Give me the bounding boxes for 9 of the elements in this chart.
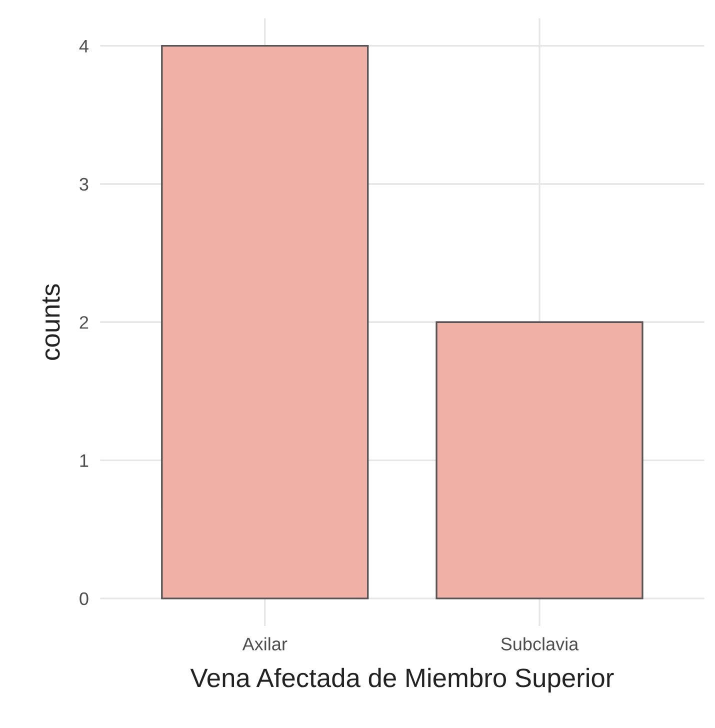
y-tick-label: 1 (80, 454, 88, 467)
y-tick-label: 3 (80, 178, 88, 191)
y-tick-label: 4 (79, 40, 88, 52)
y-tick-label: 0 (80, 592, 88, 606)
y-tick-label: 2 (80, 316, 88, 329)
y-axis-title: counts (42, 284, 60, 360)
x-axis-title: Vena Afectada de Miembro Superior (190, 668, 614, 693)
x-tick-label: Axilar (242, 637, 288, 650)
x-tick-label: Subclavia (501, 637, 579, 650)
